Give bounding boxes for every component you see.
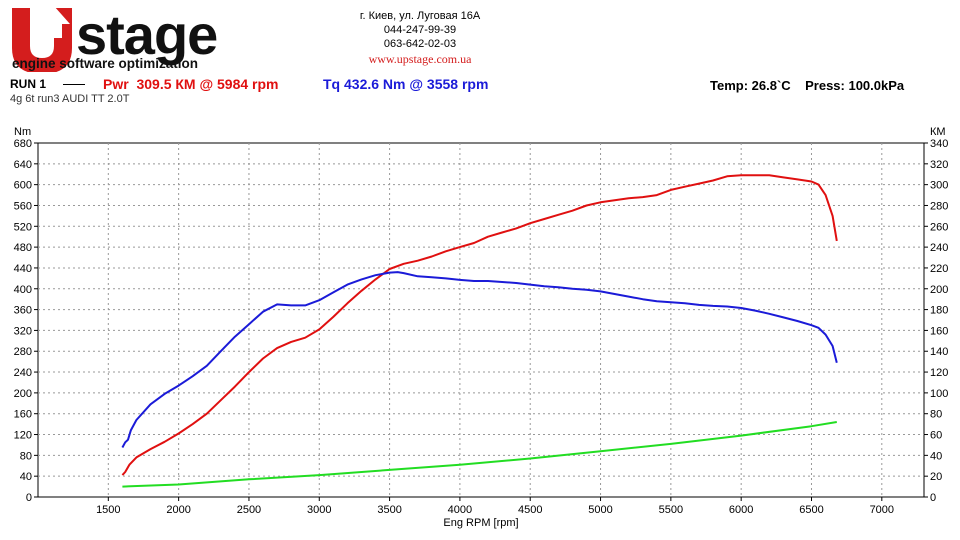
x-tick-label: 3500	[377, 504, 401, 516]
y-tick-label: 600	[14, 180, 32, 192]
address: г. Киев, ул. Луговая 16А	[359, 10, 481, 22]
x-axis-label: Eng RPM [rpm]	[443, 517, 518, 529]
y2-tick-label: 0	[930, 492, 936, 504]
y2-tick-label: 260	[930, 221, 948, 233]
run-line-legend	[63, 84, 85, 85]
x-tick-label: 2000	[166, 504, 190, 516]
website-link[interactable]: www.upstage.com.ua	[368, 52, 472, 66]
x-tick-label: 5500	[659, 504, 683, 516]
x-tick-label: 5000	[588, 504, 612, 516]
y2-tick-label: 140	[930, 346, 948, 358]
y-axis-label: Nm	[14, 126, 31, 138]
x-tick-label: 6500	[799, 504, 823, 516]
y-tick-label: 400	[14, 284, 32, 296]
x-tick-label: 6000	[729, 504, 753, 516]
series-line-pwr	[121, 174, 838, 476]
y-tick-label: 120	[14, 430, 32, 442]
y2-tick-label: 240	[930, 242, 948, 254]
phone-2: 063-642-02-03	[383, 38, 457, 50]
power-peak-label: Pwr 309.5 КМ @ 5984 rpm	[103, 76, 279, 92]
x-tick-label: 4500	[518, 504, 542, 516]
series-line-3	[122, 421, 837, 488]
y-tick-label: 360	[14, 305, 32, 317]
y2-tick-label: 60	[930, 430, 942, 442]
contact-block: г. Киев, ул. Луговая 16А 044-247-99-39 0…	[330, 9, 510, 66]
y2-tick-label: 160	[930, 325, 948, 337]
y2-tick-label: 340	[930, 138, 948, 150]
conditions-label: Temp: 26.8`C Press: 100.0kPa	[710, 78, 905, 93]
y2-tick-label: 20	[930, 471, 942, 483]
x-tick-label: 2500	[237, 504, 261, 516]
y-tick-label: 440	[14, 263, 32, 275]
y-tick-label: 280	[14, 346, 32, 358]
logo-tagline: engine software optimization	[12, 56, 198, 71]
series-line-tq	[121, 271, 838, 448]
plot-frame	[37, 142, 925, 498]
y-tick-label: 0	[26, 492, 32, 504]
phone-1: 044-247-99-39	[383, 24, 457, 36]
y2-axis-label: КМ	[930, 126, 946, 138]
y2-tick-label: 100	[930, 388, 948, 400]
y-tick-label: 560	[14, 200, 32, 212]
y2-tick-label: 80	[930, 409, 942, 421]
series-lines	[121, 174, 838, 488]
y2-tick-label: 320	[930, 159, 948, 171]
y-tick-label: 80	[20, 450, 32, 462]
y2-tick-label: 200	[930, 284, 948, 296]
y2-tick-label: 40	[930, 450, 942, 462]
y2-tick-label: 280	[930, 200, 948, 212]
run-description: 4g 6t run3 AUDI TT 2.0T	[10, 93, 130, 105]
y2-tick-label: 120	[930, 367, 948, 379]
logo-stage-text: stage	[76, 4, 217, 66]
y2-tick-label: 220	[930, 263, 948, 275]
y2-tick-label: 180	[930, 305, 948, 317]
y-tick-label: 640	[14, 159, 32, 171]
run-label: RUN 1	[10, 77, 47, 91]
upstage-logo: stage engine software optimization	[12, 4, 218, 72]
x-tick-label: 3000	[307, 504, 331, 516]
y-tick-label: 240	[14, 367, 32, 379]
tick-labels: 1500 2000 2500 3000 3500 4000 4500 5000 5500 6000…	[14, 138, 949, 516]
grid	[34, 142, 928, 501]
y-tick-label: 520	[14, 221, 32, 233]
y-tick-label: 320	[14, 325, 32, 337]
y-tick-label: 480	[14, 242, 32, 254]
y-tick-label: 680	[14, 138, 32, 150]
x-tick-label: 7000	[870, 504, 894, 516]
y-tick-label: 160	[14, 409, 32, 421]
x-tick-label: 4000	[448, 504, 472, 516]
y-tick-label: 200	[14, 388, 32, 400]
y2-tick-label: 300	[930, 180, 948, 192]
torque-peak-label: Tq 432.6 Nm @ 3558 rpm	[323, 76, 489, 92]
y-tick-label: 40	[20, 471, 32, 483]
x-tick-label: 1500	[96, 504, 120, 516]
